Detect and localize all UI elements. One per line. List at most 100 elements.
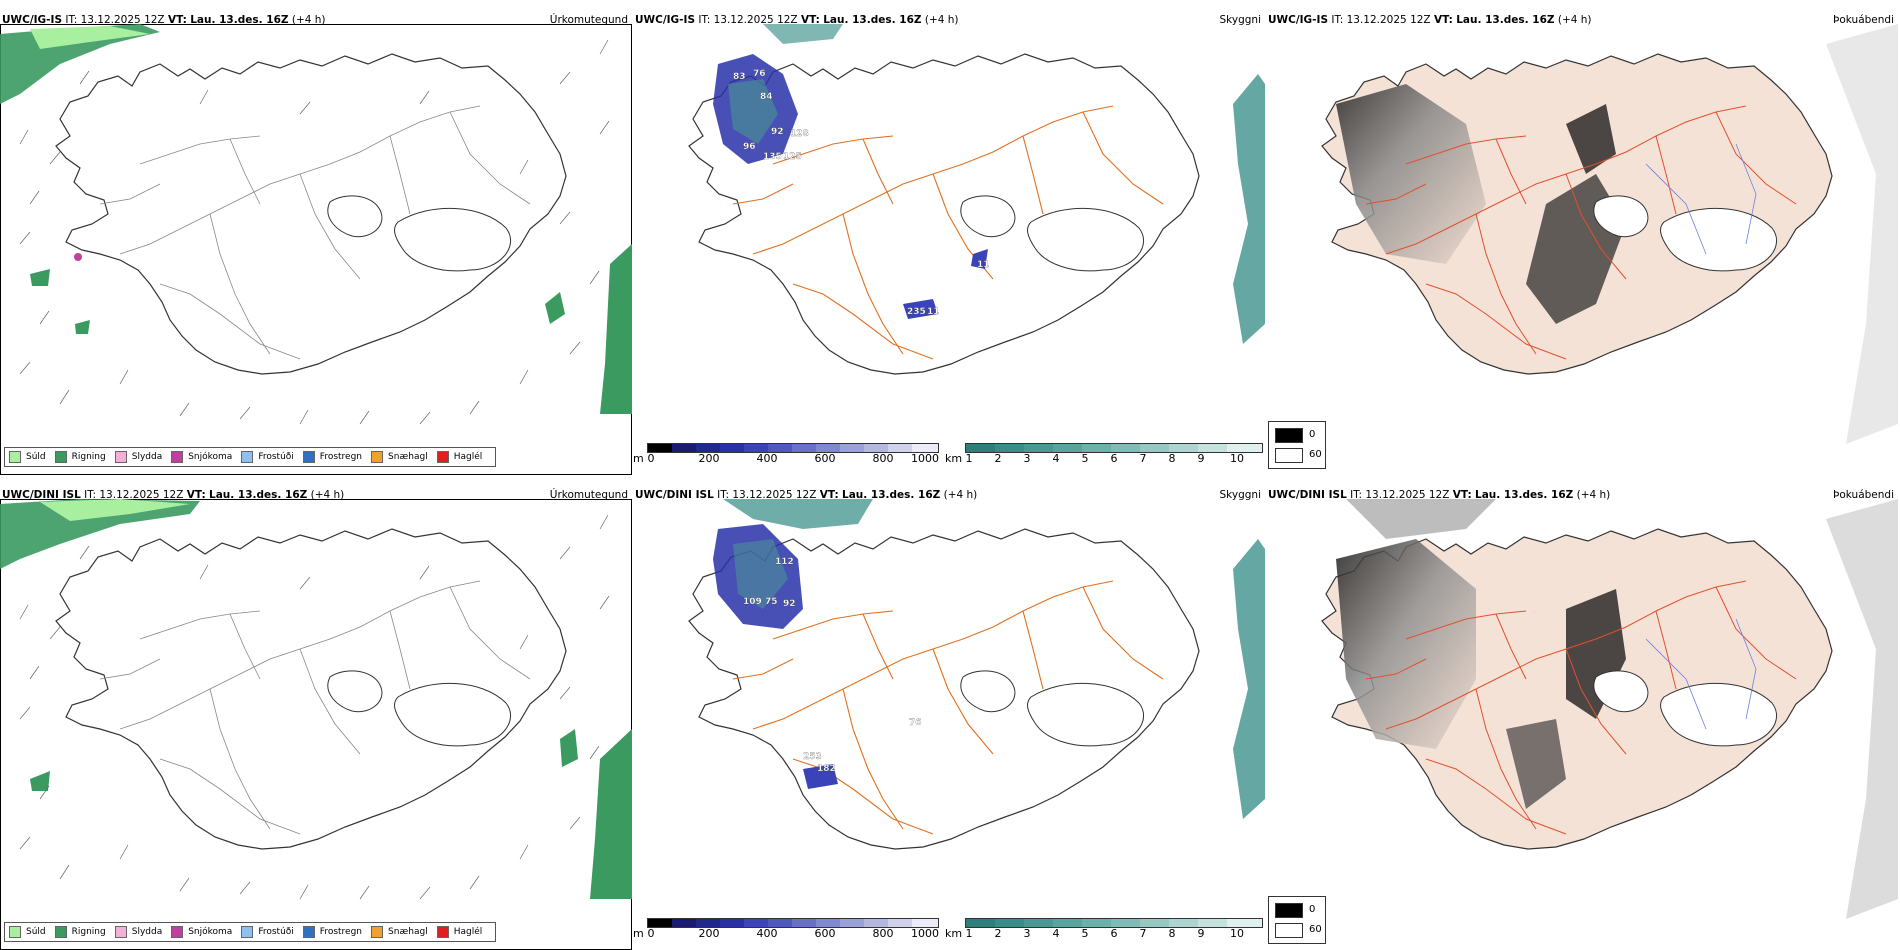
ceiling-colorbar: m 0 200 400 600 800 1000 xyxy=(633,443,943,467)
legend-item: Slydda xyxy=(114,451,162,463)
legend-swatch xyxy=(9,926,21,938)
legend-item: Frostregn xyxy=(302,926,362,938)
ceiling-tick: 1000 xyxy=(911,452,939,465)
panel-header: UWC/DINI ISL IT: 13.12.2025 12Z VT: Lau.… xyxy=(635,489,978,501)
ceiling-value: 182 xyxy=(817,764,836,774)
fog-legend-label: 60 xyxy=(1309,924,1322,935)
legend-swatch xyxy=(371,926,384,938)
fog-legend-swatch xyxy=(1275,448,1303,463)
visibility-tick: 8 xyxy=(1168,927,1176,940)
legend-swatch xyxy=(371,451,384,463)
visibility-tick: 4 xyxy=(1052,927,1060,940)
ceiling-value: 92 xyxy=(771,127,784,137)
ceiling-value: 83 xyxy=(733,72,746,82)
ceiling-value: 109 xyxy=(743,597,762,607)
visibility-tick: 5 xyxy=(1081,927,1089,940)
legend-swatch xyxy=(54,451,67,463)
panel-header: UWC/IG-IS IT: 13.12.2025 12Z VT: Lau. 13… xyxy=(1268,14,1592,26)
ceiling-tick: 400 xyxy=(756,927,778,940)
visibility-tick: 10 xyxy=(1230,452,1244,465)
visibility-tick: 7 xyxy=(1139,452,1147,465)
fog-map xyxy=(1321,499,1898,919)
legend-item: Rigning xyxy=(54,926,106,938)
panel-precip-type-row2: UWC/DINI ISL IT: 13.12.2025 12Z VT: Lau.… xyxy=(0,485,632,950)
panel-title: Úrkomutegund xyxy=(549,14,628,26)
panel-header: UWC/DINI ISL IT: 13.12.2025 12Z VT: Lau.… xyxy=(2,489,345,501)
panel-header: UWC/IG-IS IT: 13.12.2025 12Z VT: Lau. 13… xyxy=(635,14,959,26)
panel-title: Skyggni xyxy=(1219,489,1262,501)
legend-swatch xyxy=(436,451,449,463)
ceiling-value: 84 xyxy=(760,92,773,102)
legend-item: Frostregn xyxy=(302,451,362,463)
panel-title: Skyggni xyxy=(1219,14,1262,26)
legend-item: Rigning xyxy=(54,451,106,463)
visibility-tick: 8 xyxy=(1168,452,1176,465)
ceiling-value: 125 xyxy=(783,152,802,162)
ceiling-unit: m xyxy=(633,452,644,465)
ceiling-value: 76 xyxy=(753,69,766,79)
legend-swatch xyxy=(54,926,67,938)
legend-swatch xyxy=(9,451,21,463)
visibility-tick: 10 xyxy=(1230,927,1244,940)
ceiling-tick: 1000 xyxy=(911,927,939,940)
legend-item: Slydda xyxy=(114,926,162,938)
legend-item: Haglél xyxy=(436,451,482,463)
ceiling-tick: 0 xyxy=(647,927,655,940)
ceiling-tick: 0 xyxy=(647,452,655,465)
panel-fog-row1: UWC/IG-IS IT: 13.12.2025 12Z VT: Lau. 13… xyxy=(1266,10,1898,475)
legend-swatch xyxy=(114,926,127,938)
legend-swatch xyxy=(302,926,315,938)
ceiling-tick: 400 xyxy=(756,452,778,465)
ceiling-value: 96 xyxy=(743,142,756,152)
visibility-tick: 7 xyxy=(1139,927,1147,940)
legend-item: Súld xyxy=(9,451,46,463)
visibility-tick: 4 xyxy=(1052,452,1060,465)
ceiling-value: 11 xyxy=(977,260,990,270)
legend-item: Snæhagl xyxy=(371,926,428,938)
legend-swatch xyxy=(171,451,184,463)
legend-swatch xyxy=(114,451,127,463)
panel-ceiling-row2: 112 109 75 92 76 253 182 UWC/DINI ISL IT… xyxy=(633,485,1265,950)
ceiling-tick: 800 xyxy=(872,452,894,465)
fog-legend: 0 60 xyxy=(1268,421,1326,469)
precip-map xyxy=(0,24,632,425)
legend-item: Snæhagl xyxy=(371,451,428,463)
ceiling-tick: 600 xyxy=(814,927,836,940)
legend-swatch xyxy=(241,451,254,463)
ceiling-unit: m xyxy=(633,927,644,940)
ceiling-value: 112 xyxy=(775,557,794,567)
ceiling-color-strip xyxy=(647,443,939,453)
panel-title: Úrkomutegund xyxy=(549,489,628,501)
fog-legend-swatch xyxy=(1275,428,1303,443)
legend-item: Haglél xyxy=(436,926,482,938)
ceiling-map: 112 109 75 92 76 253 182 xyxy=(688,499,1265,850)
visibility-tick: 9 xyxy=(1197,927,1205,940)
panel-title: Þokuábendi xyxy=(1833,489,1894,501)
fog-legend-swatch xyxy=(1275,923,1303,938)
legend-swatch xyxy=(241,926,254,938)
visibility-tick: 3 xyxy=(1023,927,1031,940)
visibility-tick: 1 xyxy=(965,452,973,465)
visibility-tick: 2 xyxy=(994,927,1002,940)
ceiling-tick: 200 xyxy=(698,452,720,465)
fog-legend-label: 60 xyxy=(1309,449,1322,460)
fog-map xyxy=(1321,24,1898,444)
legend-item: Súld xyxy=(9,926,46,938)
visibility-tick: 9 xyxy=(1197,452,1205,465)
ceiling-value: 128 xyxy=(790,129,809,139)
visibility-unit: km xyxy=(945,927,963,940)
panel-fog-row2: UWC/DINI ISL IT: 13.12.2025 12Z VT: Lau.… xyxy=(1266,485,1898,950)
ceiling-tick: 600 xyxy=(814,452,836,465)
visibility-colorbar: km 1 2 3 4 5 6 7 8 9 10 xyxy=(945,918,1265,942)
ceiling-colorbar: m 0 200 400 600 800 1000 xyxy=(633,918,943,942)
legend-item: Snjókoma xyxy=(171,926,232,938)
visibility-tick: 3 xyxy=(1023,452,1031,465)
legend-swatch xyxy=(302,451,315,463)
fog-legend-label: 0 xyxy=(1309,429,1316,440)
panel-ceiling-row1: 83 76 84 92 128 96 135 125 11 235 11 UWC… xyxy=(633,10,1265,475)
panel-header: UWC/DINI ISL IT: 13.12.2025 12Z VT: Lau.… xyxy=(1268,489,1611,501)
legend-swatch xyxy=(171,926,184,938)
ceiling-value: 76 xyxy=(909,718,922,728)
fog-legend-label: 0 xyxy=(1309,904,1316,915)
visibility-tick: 6 xyxy=(1110,452,1118,465)
